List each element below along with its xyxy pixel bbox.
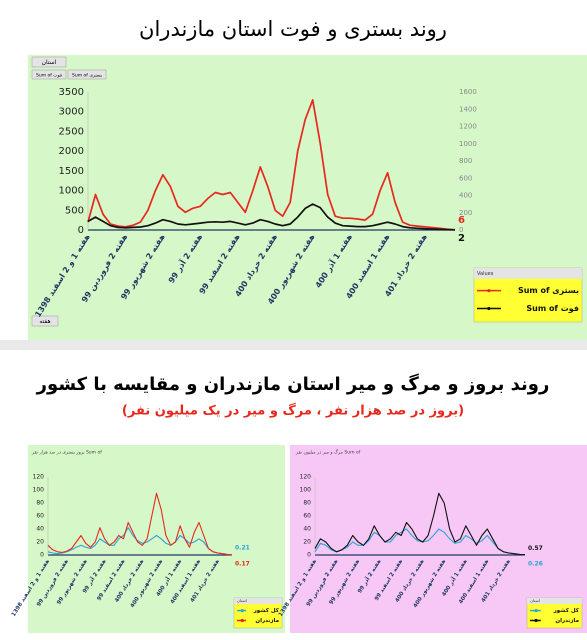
y-tick-label: 60 [303, 513, 311, 520]
y2-tick-label: 1000 [459, 140, 477, 148]
y-tick-label: 0 [78, 225, 84, 236]
divider [0, 340, 587, 350]
end-label: 6 [458, 215, 465, 226]
y-tick-label: 0 [307, 552, 311, 559]
y2-tick-label: 200 [459, 209, 472, 217]
legend-marker [487, 306, 491, 311]
y2-tick-label: 1200 [459, 123, 477, 131]
legend-label: مازندران [255, 618, 279, 624]
y-tick-label: 2000 [59, 146, 84, 157]
y-tick-label: 80 [303, 500, 311, 507]
legend-label: مازندران [555, 618, 579, 624]
y-tick-label: 100 [33, 487, 45, 494]
series-line [314, 492, 526, 556]
y-tick-label: 40 [303, 526, 311, 533]
series-line [47, 492, 233, 556]
legend-header [474, 268, 582, 279]
legend-marker [240, 609, 244, 613]
y-tick-label: 120 [300, 474, 312, 481]
legend-marker [487, 289, 491, 293]
legend-marker [240, 618, 244, 623]
end-label: 0.21 [235, 544, 250, 551]
legend-header [234, 598, 282, 604]
chart-title: بروز بستری در صد هزار نفر Sum of [31, 450, 102, 456]
legend-label: Sum of بستری [518, 286, 579, 295]
series-line [47, 527, 233, 556]
end-label: 0.17 [235, 560, 250, 567]
y-tick-label: 500 [65, 205, 84, 216]
y-tick-label: 0 [40, 552, 44, 559]
y-tick-label: 2500 [59, 126, 84, 137]
y2-tick-label: 1400 [459, 105, 477, 113]
series-line [314, 528, 526, 556]
y-tick-label: 20 [303, 539, 311, 546]
y-tick-label: 20 [36, 539, 44, 546]
y-tick-label: 80 [36, 500, 44, 507]
legend-header [527, 598, 582, 604]
end-label: 0.26 [528, 560, 543, 567]
field-button[interactable] [31, 69, 67, 80]
section-title: روند بروز و مرگ و میر استان مازندران و م… [36, 373, 550, 395]
end-label: 0.57 [528, 545, 543, 552]
field-button-label[interactable]: Sum of فوت [36, 73, 62, 79]
chart-title: روند بستری و فوت استان مازندران [139, 17, 447, 41]
filter-button-label[interactable]: استان [42, 59, 57, 66]
section-subtitle: (بروز در صد هزار نفر ، مرگ و میر در یک م… [122, 402, 464, 419]
field-button-label[interactable]: Sum of بستری [72, 73, 102, 79]
y-tick-label: 1000 [59, 186, 84, 197]
legend-title: استان [237, 598, 247, 603]
y-tick-label: 100 [300, 487, 312, 494]
y-tick-label: 120 [33, 474, 45, 481]
end-label: 2 [458, 233, 465, 244]
y2-tick-label: 600 [459, 174, 472, 182]
chart-title: مرگ و میر در میلیون نفر Sum of [295, 450, 361, 456]
axis-button[interactable] [31, 315, 59, 327]
y-tick-label: 60 [36, 513, 44, 520]
series-line [87, 203, 456, 231]
legend-marker [534, 618, 538, 623]
axis-button-label[interactable]: هفته [39, 318, 50, 325]
legend-label: Sum of فوت [526, 304, 579, 313]
y2-tick-label: 800 [459, 157, 472, 165]
y-tick-label: 3500 [59, 87, 84, 98]
legend-title: Values [477, 271, 494, 277]
legend-label: کل کشور [253, 607, 280, 614]
field-button[interactable] [67, 69, 107, 80]
legend-marker [534, 609, 538, 613]
series-line [87, 99, 456, 231]
legend-title: استان [530, 598, 540, 603]
y2-tick-label: 0 [459, 226, 463, 234]
y-tick-label: 40 [36, 526, 44, 533]
y2-tick-label: 400 [459, 192, 472, 200]
y-tick-label: 3000 [59, 107, 84, 118]
filter-button[interactable] [31, 56, 67, 68]
y2-tick-label: 1600 [459, 88, 477, 96]
legend-label: کل کشور [553, 607, 580, 614]
y-tick-label: 1500 [59, 166, 84, 177]
